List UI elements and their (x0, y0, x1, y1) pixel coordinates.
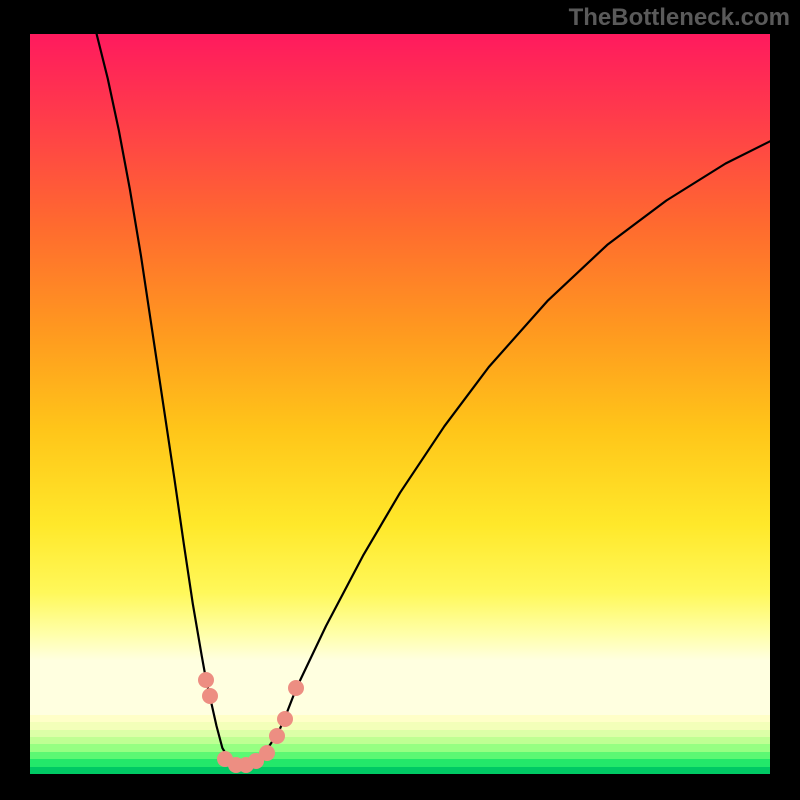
valley-marker-0 (198, 672, 214, 688)
valley-marker-2 (217, 751, 233, 767)
valley-marker-1 (202, 688, 218, 704)
valley-markers-layer (30, 34, 770, 774)
valley-marker-6 (259, 745, 275, 761)
valley-marker-4 (238, 757, 254, 773)
valley-marker-5 (248, 753, 264, 769)
plot-area (30, 34, 770, 774)
valley-marker-9 (288, 680, 304, 696)
valley-marker-7 (269, 728, 285, 744)
watermark-text: TheBottleneck.com (569, 4, 790, 32)
chart-root: TheBottleneck.com (0, 0, 800, 800)
valley-marker-3 (228, 757, 244, 773)
valley-marker-8 (277, 711, 293, 727)
